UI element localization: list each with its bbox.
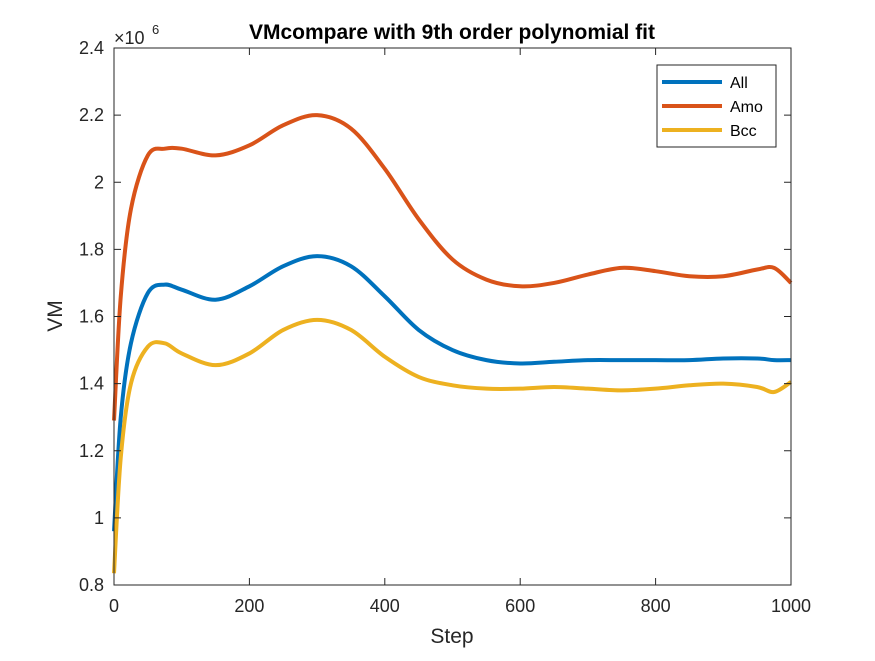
plot-frame [113, 47, 792, 586]
x-tick-label: 600 [505, 596, 535, 616]
y-tick-label: 1 [94, 508, 104, 528]
y-exponent-power: 6 [152, 22, 159, 37]
y-tick-label: 1.2 [79, 441, 104, 461]
y-tick-label: 1.6 [79, 307, 104, 327]
x-tick-label: 400 [370, 596, 400, 616]
x-tick-label: 200 [234, 596, 264, 616]
chart-title: VMcompare with 9th order polynomial fit [249, 21, 655, 44]
legend-label-all: All [730, 75, 748, 92]
legend-label-bcc: Bcc [730, 123, 757, 140]
legend-label-amo: Amo [730, 99, 763, 116]
y-tick-label: 0.8 [79, 575, 104, 595]
tick-layer: 0 200 400 600 800 1000 0.8 1 1.2 1.4 1.6 1.8 2 2.2 2.4 [79, 38, 811, 616]
y-tick-label: 2.2 [79, 105, 104, 125]
series-line-amo [112, 113, 793, 421]
x-tick-label: 0 [109, 596, 119, 616]
legend: All Amo Bcc [656, 64, 777, 148]
series-layer [112, 113, 793, 574]
y-axis-label: VM [44, 300, 67, 332]
series-line-bcc [112, 317, 793, 574]
y-tick-label: 2 [94, 172, 104, 192]
y-exponent-multiplier: ×10 6 [114, 22, 159, 48]
x-axis-label: Step [430, 625, 473, 648]
x-tick-label: 800 [641, 596, 671, 616]
x-tick-label: 1000 [771, 596, 811, 616]
series-line-all [112, 254, 792, 532]
y-tick-label: 2.4 [79, 38, 104, 58]
y-tick-label: 1.8 [79, 239, 104, 259]
y-exponent-base: ×10 [114, 28, 145, 48]
y-tick-label: 1.4 [79, 374, 104, 394]
